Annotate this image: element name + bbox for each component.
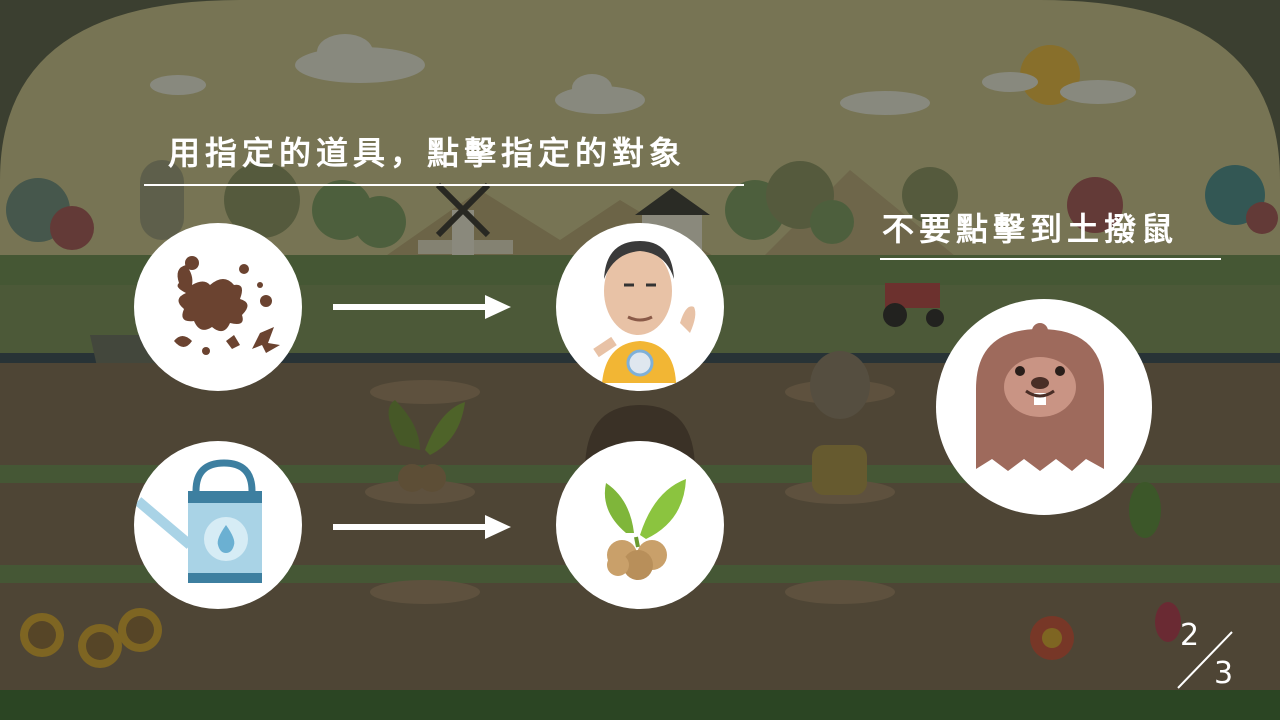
instruction-title: 用指定的道具，點擊指定的對象: [168, 134, 687, 172]
arrow-right-icon: [333, 515, 511, 539]
page-indicator: 2 3: [1170, 618, 1240, 698]
grandpa-target-circle: [556, 223, 724, 391]
groundhog-icon: [976, 323, 1104, 471]
watering-can-icon: [134, 459, 262, 583]
mud-tool-circle: [134, 223, 302, 391]
warning-title: 不要點擊到土撥鼠: [882, 210, 1179, 248]
warning-underline: [880, 258, 1221, 260]
page-current: 2: [1180, 618, 1200, 653]
page-total: 3: [1214, 656, 1234, 691]
arrow-right-icon: [333, 295, 511, 319]
sprout-target-circle: [556, 441, 724, 609]
title-underline: [144, 184, 744, 186]
watering-can-tool-circle: [134, 441, 302, 609]
grandpa-character-icon: [593, 241, 696, 383]
slash-divider: [1177, 631, 1233, 689]
mud-splatter-icon: [174, 256, 280, 355]
groundhog-avoid-circle: [936, 299, 1152, 515]
sprout-plant-icon: [604, 479, 686, 580]
